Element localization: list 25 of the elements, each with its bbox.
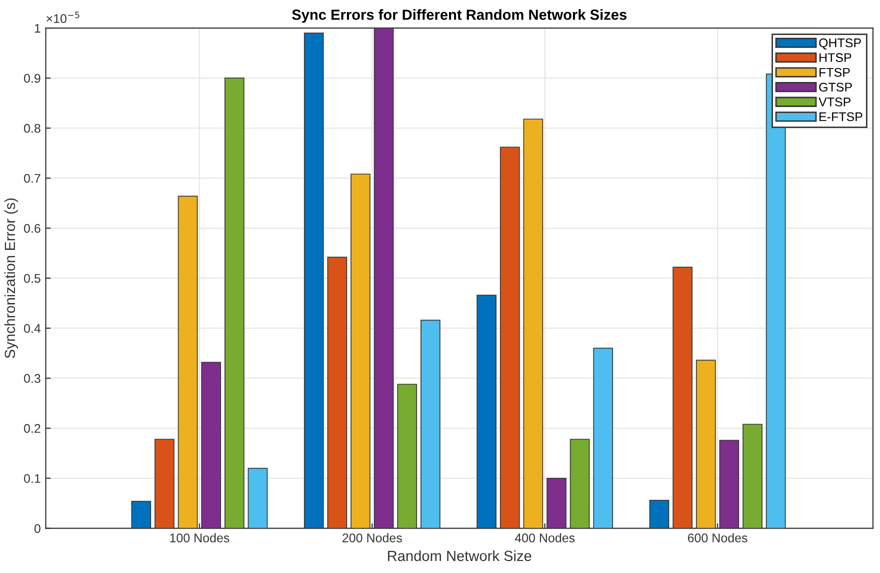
y-tick-label: 0.5 — [24, 274, 40, 283]
x-tick-label: 200 Nodes — [342, 533, 402, 542]
y-tick-label: 0.9 — [24, 74, 40, 83]
legend-label: GTSP — [819, 82, 852, 92]
y-axis-title: Synchronization Error (s) — [4, 198, 18, 358]
y-tick-label: 0 — [34, 524, 40, 533]
y-tick-label: 0.1 — [24, 474, 40, 483]
y-tick-label: 0.6 — [24, 224, 40, 233]
legend-label: QHTSP — [819, 38, 861, 50]
x-tick-label: 400 Nodes — [514, 533, 575, 542]
x-axis-title: Random Network Size — [388, 550, 532, 562]
x-tick-label: 600 Nodes — [688, 533, 748, 542]
y-tick-label: 0.3 — [24, 374, 40, 383]
chart-title: Sync Errors for Different Random Network Sizes — [292, 9, 627, 23]
legend-label: HTSP — [820, 53, 852, 62]
y-tick-label: 0.7 — [24, 174, 40, 183]
legend-label: FTSP — [820, 68, 850, 77]
x-tick-label: 100 Nodes — [170, 533, 230, 542]
y-tick-label: 0.2 — [24, 424, 40, 433]
y-tick-label: 0.4 — [24, 324, 41, 333]
legend-label: VTSP — [818, 98, 851, 106]
y-tick-label: 0.8 — [24, 124, 40, 133]
y-tick-label: 1 — [34, 24, 40, 33]
text: ×10$^{−5}$ — [46, 12, 80, 24]
legend-label: E-FTSP — [820, 112, 862, 122]
